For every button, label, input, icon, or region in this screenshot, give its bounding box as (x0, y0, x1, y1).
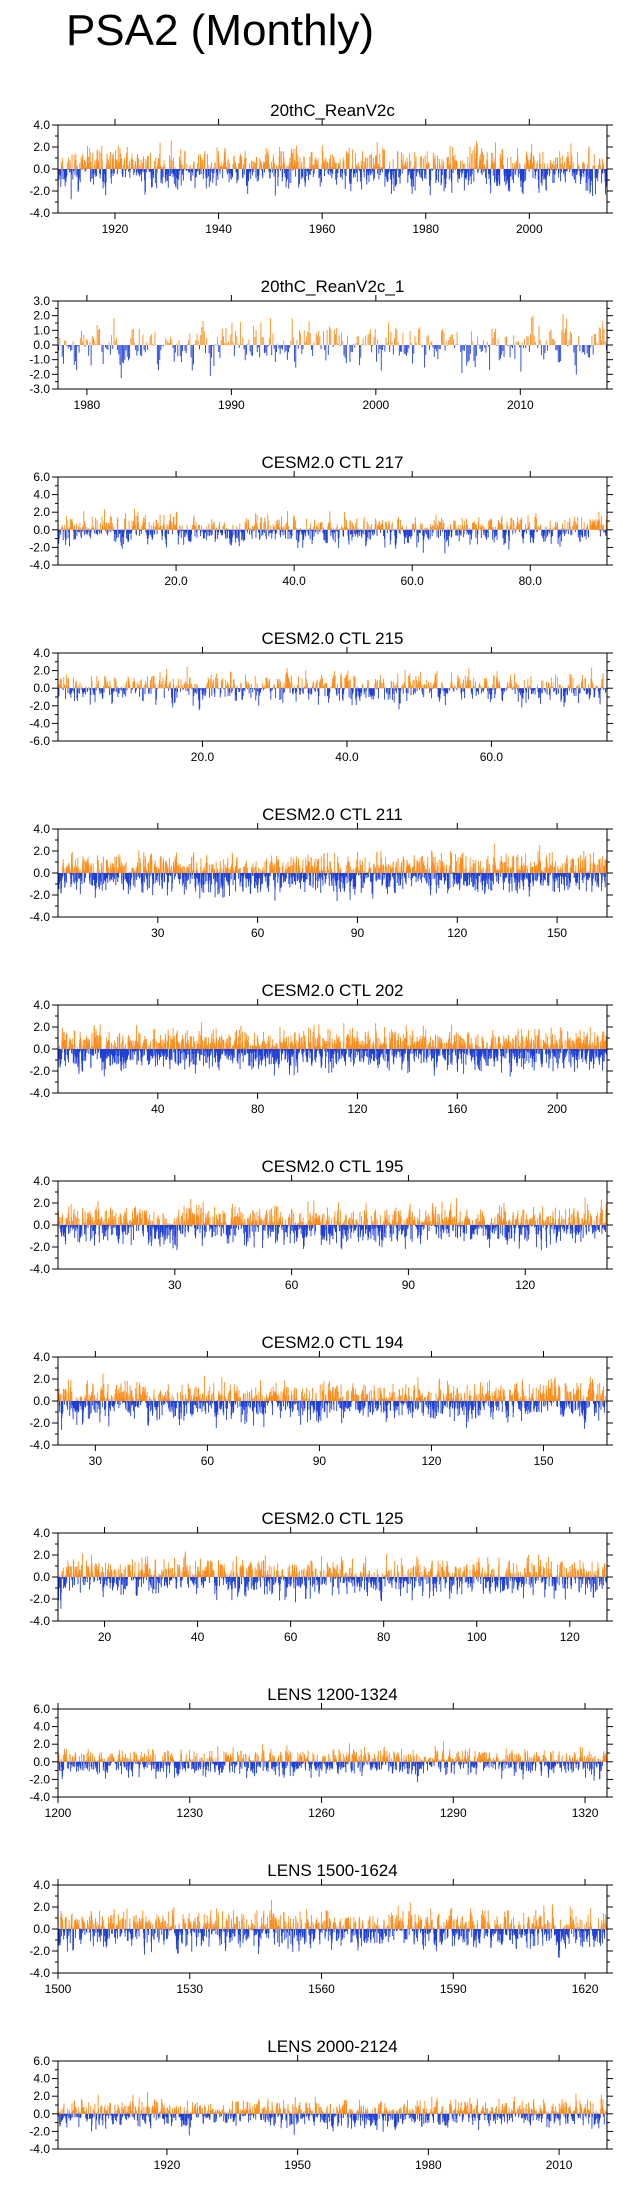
y-tick-label: 0.0 (33, 162, 50, 176)
x-tick-label: 20.0 (191, 750, 215, 764)
x-tick-label: 40.0 (282, 574, 306, 588)
y-tick-label: 0.0 (33, 681, 50, 695)
y-tick-label: -4.0 (29, 716, 50, 730)
x-tick-label: 1940 (205, 222, 232, 236)
x-tick-label: 80.0 (519, 574, 543, 588)
bar-series (57, 140, 608, 200)
x-tick-label: 60.0 (401, 574, 425, 588)
y-tick-label: 3.0 (33, 294, 50, 308)
y-tick-label: -2.0 (29, 367, 50, 381)
panel-title: CESM2.0 CTL 215 (261, 629, 403, 648)
bar-series (57, 666, 608, 711)
plot-frame (57, 476, 608, 566)
y-tick-label: 4.0 (33, 646, 50, 660)
y-tick-label: -1.0 (29, 353, 50, 367)
bar-series (58, 313, 607, 379)
y-tick-label: 2.0 (33, 505, 50, 519)
panel-5: CESM2.0 CTL 211-4.0-2.00.02.04.030 60 90 12… (29, 805, 613, 940)
panel-title: 20thC_ReanV2c_1 (261, 277, 405, 296)
y-tick-label: 2.0 (33, 664, 50, 678)
x-tick-label: 1960 (309, 222, 336, 236)
x-tick-label: 20.0 (164, 574, 188, 588)
y-tick-label: -4.0 (29, 206, 50, 220)
x-tick-label: 1990 (218, 398, 245, 412)
panel-3: CESM2.0 CTL 217 -4.0 -2.0 0.0 2.0 4.0 6.0 20.0 4… (29, 453, 613, 588)
panel-title: CESM2.0 CTL 211 (262, 805, 403, 824)
x-tick-label: 2000 (362, 398, 389, 412)
x-tick-label: 60.0 (480, 750, 504, 764)
panel-1: 20thC_ReanV2c -4.0 -2.0 0.0 2.0 4.0 1920 1940 19… (29, 101, 613, 236)
y-tick-label: -2.0 (29, 184, 50, 198)
x-tick-label: 2000 (516, 222, 543, 236)
y-tick-label: -2.0 (29, 699, 50, 713)
y-tick-label: 4.0 (33, 118, 50, 132)
y-tick-label: 0.0 (33, 338, 50, 352)
x-tick-label: 1980 (74, 398, 101, 412)
y-tick-label: -3.0 (29, 382, 50, 396)
panel-2: 20thC_ReanV2c_1 -3.0-2.0-1.00.01.02.03.0 1… (29, 277, 613, 412)
y-tick-label: 1.0 (33, 323, 50, 337)
x-tick-label: 1920 (102, 222, 129, 236)
x-tick-label: 40.0 (335, 750, 359, 764)
y-tick-label: 2.0 (33, 140, 50, 154)
panel-title: CESM2.0 CTL 217 (261, 453, 403, 472)
bar-series (57, 508, 608, 554)
y-tick-label: -6.0 (29, 734, 50, 748)
y-tick-label: 2.0 (33, 309, 50, 323)
y-tick-label: -4.0 (29, 558, 50, 572)
y-tick-label: 0.0 (33, 523, 50, 537)
y-tick-label: -2.0 (29, 540, 50, 554)
panel-title: 20thC_ReanV2c (270, 101, 395, 120)
y-tick-label: 4.0 (33, 488, 50, 502)
x-tick-label: 1980 (412, 222, 439, 236)
panel-4: CESM2.0 CTL 215 -6.0 -4.0 -2.0 0.0 2.0 4.0 20.0… (29, 629, 613, 764)
bar-series (57, 843, 608, 902)
x-tick-label: 2010 (507, 398, 534, 412)
plot-frame (57, 652, 608, 742)
y-tick-label: 6.0 (33, 470, 50, 484)
page-title: PSA2 (Monthly) (0, 4, 440, 58)
